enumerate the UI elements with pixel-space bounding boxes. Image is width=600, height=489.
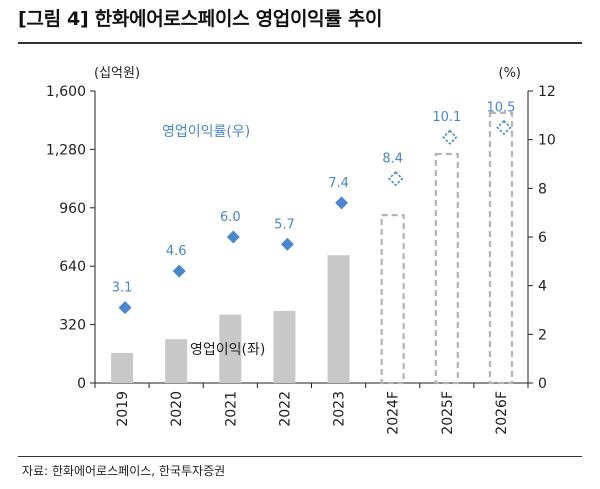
x-tick-label: 2022 [277,391,293,427]
right-tick-label: 4 [538,279,547,295]
right-tick-label: 12 [538,84,556,100]
margin-marker-forecast [388,170,404,187]
margin-marker-forecast [442,129,458,145]
margin-marker [280,237,294,251]
x-tick-label: 2020 [169,391,185,427]
margin-series-label: 영업이익률(우) [162,124,250,140]
x-tick-label: 2025F [440,391,456,435]
x-tick-label: 2023 [332,391,348,427]
left-tick-label: 1,280 [46,142,86,158]
bar-forecast [434,152,459,385]
footer-rule [18,456,582,457]
right-tick-label: 0 [538,376,547,392]
title-rule [18,42,582,44]
bar-forecast [380,214,405,385]
right-tick-label: 6 [538,230,547,246]
right-axis-unit: (%) [499,66,522,81]
left-tick-label: 320 [59,318,86,334]
left-tick-label: 0 [77,376,86,392]
x-tick-label: 2021 [223,391,239,427]
source-note: 자료: 한화에어로스페이스, 한국투자증권 [22,464,226,478]
margin-data-label: 10.5 [486,101,515,116]
margin-data-label: 3.1 [112,281,133,296]
plot-area: 0 320 640 960 1,280 1,600 0 2 4 6 8 10 12 (십억원) (%) 201… [46,66,556,435]
margin-data-label: 4.6 [166,244,187,259]
x-tick-label: 2019 [115,391,131,427]
bar-forecast [488,111,514,385]
left-tick-label: 960 [59,201,86,217]
right-tick-label: 10 [538,133,556,149]
bar [273,310,296,383]
bar [111,352,134,383]
figure-title: [그림 4] 한화에어로스페이스 영업이익률 추이 [18,8,383,30]
margin-data-label: 6.0 [220,210,241,225]
margin-marker-forecast [496,119,512,136]
bar [327,255,350,383]
profit-series-label: 영업이익(좌) [190,342,265,358]
margin-data-label: 7.4 [328,176,349,191]
margin-marker [335,196,349,210]
right-tick-label: 8 [538,181,547,197]
margin-data-label: 5.7 [274,217,295,232]
right-tick-label: 2 [538,327,547,343]
margin-marker [172,264,186,278]
margin-marker [118,301,132,315]
left-axis-unit: (십억원) [94,66,140,81]
x-tick-label: 2026F [494,391,510,435]
left-tick-label: 1,600 [46,84,86,100]
bar [219,314,242,383]
left-tick-label: 640 [59,259,86,275]
margin-data-label: 10.1 [432,110,461,125]
margin-marker [226,230,240,244]
x-tick-label: 2024F [386,391,402,435]
margin-data-label: 8.4 [382,152,403,167]
bar [165,339,188,383]
